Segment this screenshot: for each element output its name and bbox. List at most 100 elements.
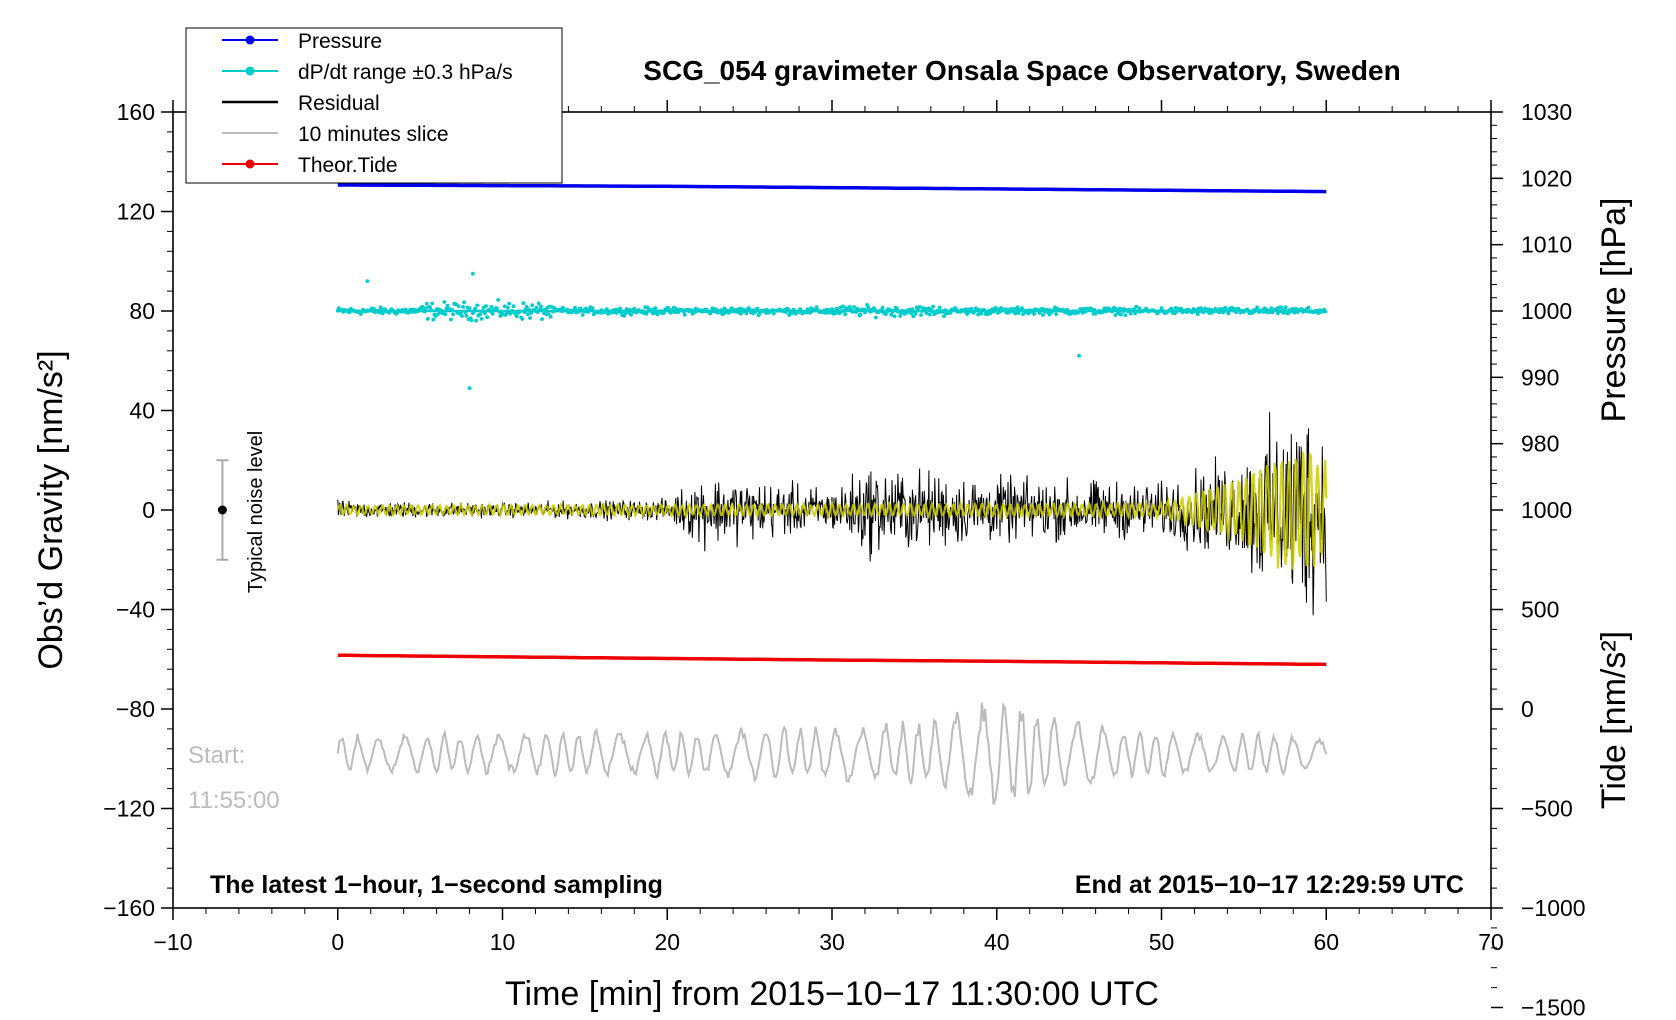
legend-label: Theor.Tide: [298, 154, 398, 177]
dpdt-point: [757, 312, 762, 316]
dpdt-point: [435, 312, 440, 317]
dpdt-point: [1134, 304, 1139, 309]
y-axis-title-pressure: Pressure [hPa]: [1595, 198, 1633, 423]
y-tick-label: 120: [117, 199, 155, 225]
y-axis-title-tide: Tide [nm/s²]: [1595, 631, 1633, 809]
legend-marker: [245, 35, 255, 45]
dpdt-point: [462, 300, 466, 305]
dpdt-point: [1021, 312, 1025, 316]
legend-label: Residual: [298, 92, 380, 115]
x-tick-label: 10: [490, 929, 516, 955]
tide-tick-label: 500: [1521, 597, 1559, 623]
tide-tick-label: −1000: [1521, 895, 1586, 921]
chart-title: SCG_054 gravimeter Onsala Space Observat…: [643, 55, 1400, 86]
dpdt-point: [475, 303, 480, 308]
y-tick-label: −160: [103, 895, 155, 921]
dpdt-point: [425, 317, 430, 321]
dpdt-point: [979, 311, 984, 316]
pressure-tick-label: 1010: [1521, 232, 1572, 258]
dpdt-point: [1169, 306, 1174, 311]
dpdt-point: [913, 312, 918, 316]
x-tick-label: 60: [1313, 929, 1339, 955]
dpdt-point: [489, 305, 494, 309]
dpdt-outlier-point: [467, 386, 472, 391]
dpdt-point: [424, 301, 429, 306]
dpdt-point: [584, 306, 588, 311]
dpdt-point: [443, 312, 448, 317]
dpdt-point: [506, 305, 510, 310]
x-tick-label: 40: [984, 929, 1010, 955]
dpdt-point: [1199, 306, 1203, 310]
dpdt-point: [1054, 312, 1058, 316]
dpdt-point: [833, 311, 838, 316]
pressure-tick-label: 1030: [1521, 99, 1572, 125]
dpdt-point: [536, 301, 541, 306]
dpdt-point: [852, 305, 856, 309]
dpdt-point: [744, 311, 749, 316]
dpdt-point: [449, 317, 453, 322]
dpdt-point: [525, 312, 530, 317]
pressure-tick-label: 1000: [1521, 298, 1572, 324]
dpdt-point: [507, 301, 511, 306]
dpdt-point: [485, 315, 489, 320]
dpdt-point: [573, 305, 577, 310]
dpdt-point: [511, 304, 516, 309]
dpdt-point: [622, 313, 627, 318]
dpdt-point: [580, 313, 585, 317]
dpdt-point: [1102, 306, 1107, 311]
dpdt-point: [460, 314, 464, 318]
dpdt-point: [561, 305, 565, 310]
dpdt-point: [451, 312, 455, 317]
dpdt-point: [880, 305, 885, 310]
dpdt-point: [534, 305, 539, 310]
dpdt-point: [430, 301, 435, 306]
dpdt-point: [473, 306, 477, 311]
dpdt-point: [514, 314, 519, 319]
dpdt-point: [528, 316, 532, 320]
pressure-tick-label: 980: [1521, 431, 1559, 457]
dpdt-point: [423, 306, 428, 311]
dpdt-point: [502, 304, 507, 309]
pressure-line: [337, 183, 1327, 194]
tide-tick-label: −1500: [1521, 995, 1586, 1020]
dpdt-point: [521, 301, 526, 306]
dpdt-point: [420, 304, 425, 309]
dpdt-point: [442, 300, 447, 304]
dpdt-point: [1279, 305, 1284, 310]
dpdt-point: [431, 317, 436, 322]
noise-center-dot: [217, 505, 227, 515]
x-tick-label: 70: [1478, 929, 1504, 955]
dpdt-point: [618, 306, 622, 311]
dpdt-point: [942, 314, 946, 318]
legend-box: [185, 27, 563, 184]
dpdt-point: [889, 313, 894, 317]
dpdt-point: [894, 306, 899, 311]
tide-tick-label: −500: [1521, 796, 1573, 822]
legend-label: 10 minutes slice: [298, 123, 449, 146]
dpdt-point: [644, 311, 649, 316]
y-tick-label: −40: [116, 597, 155, 623]
legend-label: dP/dt range ±0.3 hPa/s: [298, 61, 513, 84]
dpdt-point: [467, 306, 472, 311]
dpdt-outlier-point: [470, 271, 475, 276]
dpdt-point: [1041, 313, 1045, 317]
dpdt-point: [866, 305, 871, 310]
dpdt-point: [445, 303, 450, 308]
x-axis-title: Time [min] from 2015−10−17 11:30:00 UTC: [505, 975, 1159, 1013]
dpdt-point: [1195, 312, 1200, 316]
legend-marker: [245, 66, 255, 76]
dpdt-point: [540, 317, 544, 321]
x-tick-label: 20: [654, 929, 680, 955]
dpdt-point: [530, 303, 535, 308]
y-axis-title-gravity: Obs’d Gravity [nm/s²]: [32, 350, 70, 669]
y-tick-label: −80: [116, 696, 155, 722]
slice-line: [336, 701, 1328, 805]
sampling-note: The latest 1−hour, 1−second sampling: [210, 871, 663, 899]
dpdt-point: [358, 312, 363, 316]
dpdt-point: [495, 306, 499, 311]
y-tick-label: 0: [142, 497, 155, 523]
dpdt-point: [479, 317, 484, 321]
dpdt-point: [1255, 305, 1259, 310]
dpdt-point: [478, 312, 483, 317]
